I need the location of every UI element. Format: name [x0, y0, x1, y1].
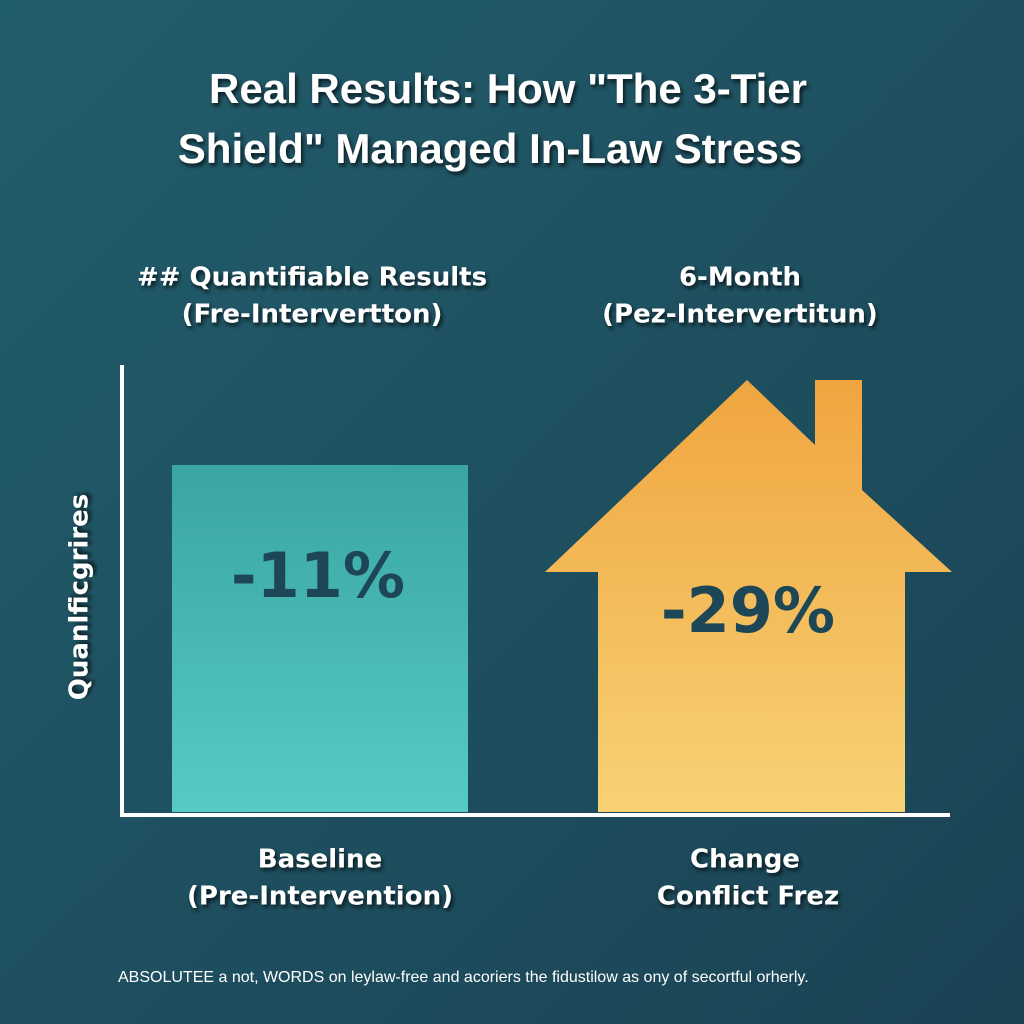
title-line: Real Results: How "The 3-Tier: [209, 65, 807, 112]
bar: [172, 465, 468, 812]
value-label: -29%: [661, 574, 835, 647]
column-header: 6-Month: [679, 263, 801, 293]
column-header: (Pez-Intervertitun): [602, 300, 878, 330]
category-label: Change: [690, 845, 800, 875]
column-header: (Fre-Intervertton): [182, 300, 443, 330]
category-label: Conflict Frez: [657, 882, 839, 912]
column-header: ## Quantifiable Results: [137, 263, 487, 293]
house-bar: [545, 380, 952, 812]
category-label: Baseline: [258, 845, 382, 875]
value-label: -11%: [231, 539, 405, 612]
axis-label: Quanlficgrires: [65, 494, 95, 701]
title-line: Shield" Managed In-Law Stress: [178, 125, 802, 172]
footer: ABSOLUTEE a not, WORDS on leylaw-free an…: [118, 969, 809, 986]
category-label: (Pre-Intervention): [187, 882, 453, 912]
